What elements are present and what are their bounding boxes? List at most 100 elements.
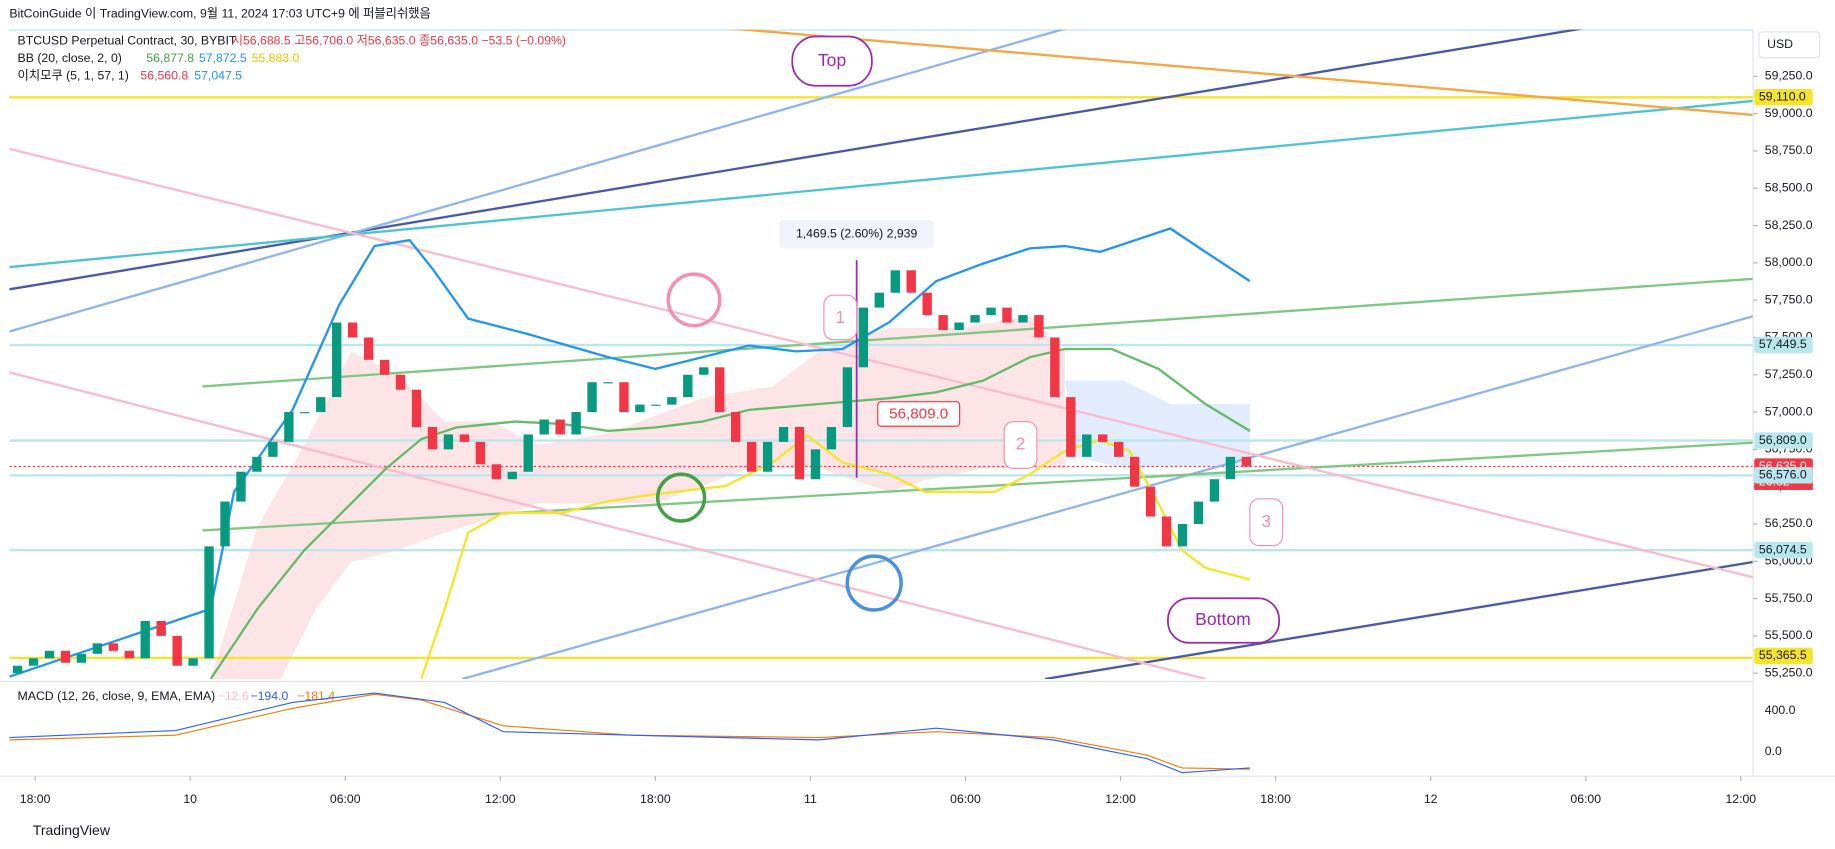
candle-body xyxy=(411,389,422,427)
candle-body xyxy=(746,441,757,472)
candle-body xyxy=(1145,486,1156,517)
candle-body xyxy=(970,315,980,323)
price-tag xyxy=(1754,89,1813,106)
price-tag-label: 55,365.5 xyxy=(1759,648,1807,662)
price-tag-label: 59,110.0 xyxy=(1759,89,1806,103)
candle-body xyxy=(571,412,581,435)
candle-body xyxy=(347,322,358,338)
candle-body xyxy=(363,337,374,360)
candle-body xyxy=(172,635,182,666)
macd: MACD (12, 26, close, 9, EMA, EMA) xyxy=(18,689,216,703)
measure-label: 1,469.5 (2.60%) 2,939 xyxy=(796,227,918,241)
candle-body xyxy=(603,382,613,384)
candle-body xyxy=(1241,456,1252,467)
y-tick-label: 55,750.0 xyxy=(1765,591,1813,605)
drawings xyxy=(9,29,1754,680)
axes: 59,250.0 59,000.0 58,750.0 58,500.0 58,250.0… xyxy=(20,69,1813,806)
candle-body xyxy=(124,650,134,659)
currency: USD xyxy=(1767,37,1793,51)
candle-body xyxy=(92,643,103,654)
markers xyxy=(655,272,903,612)
candle-body xyxy=(890,270,900,293)
candle-body xyxy=(156,620,166,636)
candle-body xyxy=(507,471,517,480)
candle-body xyxy=(1129,456,1140,487)
y-tick-label: 59,250.0 xyxy=(1765,69,1813,83)
x-tick-label: 12:00 xyxy=(485,792,516,806)
x-tick-label: 12:00 xyxy=(1105,792,1136,806)
candle-body xyxy=(762,441,773,472)
legend: BitCoinGuide 이 TradingView.com, 9월 11, 2… xyxy=(9,6,1821,703)
footer: TradingView xyxy=(33,822,111,838)
candle-body xyxy=(1002,307,1012,323)
x-tick-label: 06:00 xyxy=(330,792,361,806)
candle-body xyxy=(858,307,869,368)
candle-body xyxy=(1193,501,1204,524)
candle-body xyxy=(906,270,916,293)
candle-body xyxy=(635,404,645,413)
wave-label: 3 xyxy=(1261,511,1271,531)
price-tag-label: 56,576.0 xyxy=(1759,468,1807,482)
candle-body xyxy=(555,419,565,435)
price-tag xyxy=(1754,336,1813,354)
candle-body xyxy=(683,374,693,398)
candle-body xyxy=(427,426,438,450)
candle-body xyxy=(842,367,853,427)
candle-body xyxy=(619,382,629,413)
bb-value: 57,872.5 xyxy=(199,51,247,65)
candle-body xyxy=(332,322,342,398)
candle-body xyxy=(443,434,454,450)
y-tick-label: 58,250.0 xyxy=(1765,218,1813,232)
candle-body xyxy=(1177,523,1188,547)
x-tick-label: 18:00 xyxy=(20,792,51,806)
macd-pane: 400.0 0.0 xyxy=(0,29,1835,777)
symbol: BTCUSD Perpetual Contract, 30, BYBIT xyxy=(18,33,237,47)
y-tick-label: 55,250.0 xyxy=(1765,665,1813,679)
published: BitCoinGuide 이 TradingView.com, 9월 11, 2… xyxy=(9,6,430,21)
candle-body xyxy=(874,292,884,308)
macd-value: −181.4 xyxy=(297,689,335,703)
x-tick-label: 12:00 xyxy=(1725,792,1756,806)
x-tick-label: 18:00 xyxy=(1260,792,1291,806)
candle-body xyxy=(491,464,501,480)
candle-body xyxy=(284,412,294,442)
candle-body xyxy=(316,397,326,413)
x-tick-label: 11 xyxy=(804,792,817,806)
ichimoku: 이치모쿠 (5, 1, 57, 1) xyxy=(18,69,129,83)
candle-body xyxy=(986,307,996,316)
x-tick-label: 12 xyxy=(1424,792,1438,806)
y-tick-label: 58,500.0 xyxy=(1765,180,1813,194)
candle-body xyxy=(60,650,71,663)
candle-body xyxy=(1209,479,1220,502)
ohlc: 시56,688.5 고56,706.0 저56,635.0 종56,635.0 … xyxy=(232,33,566,47)
y-tick-label: 58,000.0 xyxy=(1765,255,1813,269)
candle-body xyxy=(28,658,39,666)
candle-body xyxy=(810,449,821,480)
ichimoku-value: 57,047.5 xyxy=(194,69,242,83)
y-tick-label: 59,000.0 xyxy=(1765,106,1813,120)
wave-label: 2 xyxy=(1016,434,1026,454)
candle-body xyxy=(539,419,549,435)
candle-body xyxy=(1066,397,1076,457)
candle-body xyxy=(395,374,406,390)
candle-body xyxy=(651,404,661,406)
x-tick-label: 10 xyxy=(183,792,197,806)
x-tick-label: 18:00 xyxy=(640,792,671,806)
candle-body xyxy=(12,665,23,674)
y-tick-label: 58,750.0 xyxy=(1765,143,1813,157)
candle-body xyxy=(938,315,948,330)
candle-body xyxy=(922,292,932,316)
candle-body xyxy=(188,658,198,666)
candle-body xyxy=(108,643,118,651)
bb-value: 56,877.8 xyxy=(146,51,194,65)
candle-body xyxy=(459,434,470,442)
price-tag-label: 56,074.5 xyxy=(1759,542,1807,556)
candle-body xyxy=(140,620,150,659)
candle-body xyxy=(523,434,533,472)
candle-body xyxy=(954,322,964,330)
price-tag xyxy=(1754,647,1813,665)
candle-body xyxy=(667,397,677,405)
price-tag xyxy=(1754,467,1813,484)
candle-body xyxy=(715,367,725,413)
candle-body xyxy=(475,441,486,465)
